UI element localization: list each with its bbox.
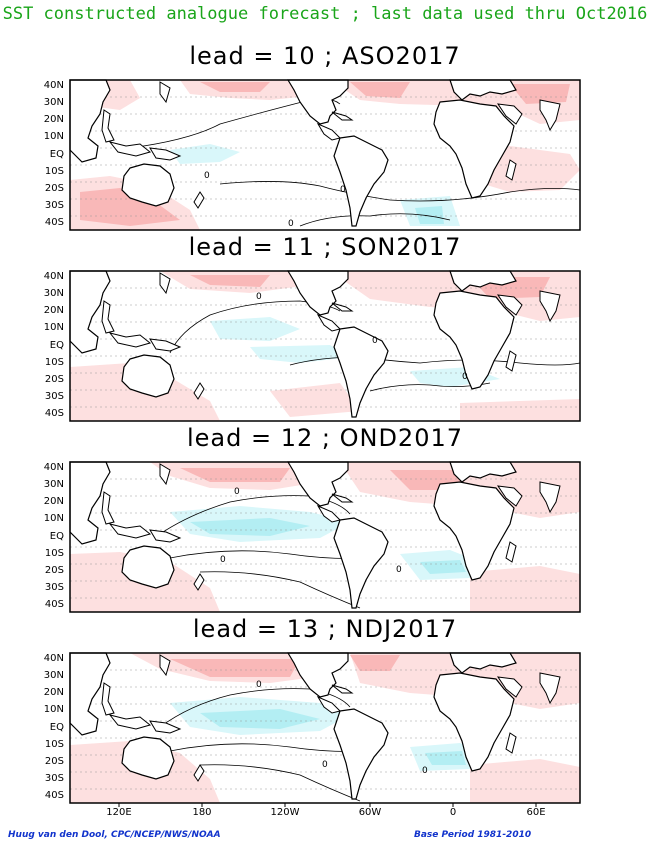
contour-label: 0: [322, 760, 328, 770]
lat-label-eq: EQ: [49, 340, 64, 351]
figure-title: SST constructed analogue forecast ; last…: [2, 4, 648, 24]
panel-frame: [69, 270, 581, 422]
footer-credit: Huug van den Dool, CPC/NCEP/NWS/NOAA: [8, 830, 221, 840]
contour-label: 0: [462, 372, 468, 382]
lat-label-10n: 10N: [43, 704, 64, 715]
panel-title-lead-13: lead = 13 ; NDJ2017: [192, 615, 458, 643]
lat-label-eq: EQ: [49, 149, 64, 160]
lat-label-20s: 20S: [44, 565, 64, 576]
contour-label: 0: [372, 336, 378, 346]
lat-label-10s: 10S: [44, 166, 64, 177]
lat-label-20n: 20N: [43, 496, 64, 507]
contour-label: 0: [288, 219, 294, 229]
panel-title-lead-11: lead = 11 ; SON2017: [188, 233, 462, 261]
lat-label-30n: 30N: [43, 479, 64, 490]
lat-label-40n: 40N: [43, 462, 64, 473]
lat-label-20n: 20N: [43, 305, 64, 316]
panel-title-lead-12: lead = 12 ; OND2017: [186, 424, 464, 452]
lat-label-30s: 30S: [44, 391, 64, 402]
lon-label-180: 180: [192, 807, 212, 818]
lat-label-30n: 30N: [43, 670, 64, 681]
contour-label: 0: [340, 185, 346, 195]
lat-label-10n: 10N: [43, 513, 64, 524]
contour-label: 0: [204, 171, 210, 181]
lat-label-20s: 20S: [44, 756, 64, 767]
lat-label-20n: 20N: [43, 114, 64, 125]
lat-label-10s: 10S: [44, 357, 64, 368]
lon-label-60e: 60E: [526, 807, 546, 818]
lat-label-10n: 10N: [43, 322, 64, 333]
lat-label-30s: 30S: [44, 200, 64, 211]
lat-label-40s: 40S: [44, 599, 64, 610]
lat-label-40s: 40S: [44, 408, 64, 419]
lat-label-40n: 40N: [43, 653, 64, 664]
lat-label-30s: 30S: [44, 582, 64, 593]
lat-label-eq: EQ: [49, 722, 64, 733]
contour-label: 0: [256, 680, 262, 690]
contour-label: 0: [234, 487, 240, 497]
lon-label-60w: 60W: [358, 807, 382, 818]
lat-label-40s: 40S: [44, 790, 64, 801]
lat-label-30s: 30S: [44, 773, 64, 784]
lon-tick-marks: [118, 803, 537, 807]
footer-base-period: Base Period 1981-2010: [414, 830, 532, 840]
map-panel-lead-10: 0 0 0: [69, 79, 581, 231]
lat-label-30n: 30N: [43, 97, 64, 108]
contour-label: 0: [422, 766, 428, 776]
panel-title-lead-10: lead = 10 ; ASO2017: [189, 42, 461, 70]
lat-label-eq: EQ: [49, 531, 64, 542]
panel-frame: [69, 652, 581, 804]
lat-label-40s: 40S: [44, 217, 64, 228]
lat-label-10n: 10N: [43, 131, 64, 142]
lat-label-10s: 10S: [44, 739, 64, 750]
lat-label-10s: 10S: [44, 548, 64, 559]
lat-label-20s: 20S: [44, 374, 64, 385]
lat-label-20n: 20N: [43, 687, 64, 698]
lat-label-20s: 20S: [44, 183, 64, 194]
contour-label: 0: [256, 292, 262, 302]
map-panel-lead-12: 0 0 0: [69, 461, 581, 613]
contour-label: 0: [396, 565, 402, 575]
map-panel-lead-13: 0 0 0: [69, 652, 581, 804]
lon-label-120w: 120W: [270, 807, 300, 818]
lat-label-40n: 40N: [43, 271, 64, 282]
lon-label-0: 0: [449, 807, 457, 818]
panel-frame: [69, 79, 581, 231]
contour-label: 0: [220, 555, 226, 565]
map-panel-lead-11: 0 0 0: [69, 270, 581, 422]
lon-label-120e: 120E: [106, 807, 132, 818]
panel-frame: [69, 461, 581, 613]
lat-label-30n: 30N: [43, 288, 64, 299]
lat-label-40n: 40N: [43, 80, 64, 91]
